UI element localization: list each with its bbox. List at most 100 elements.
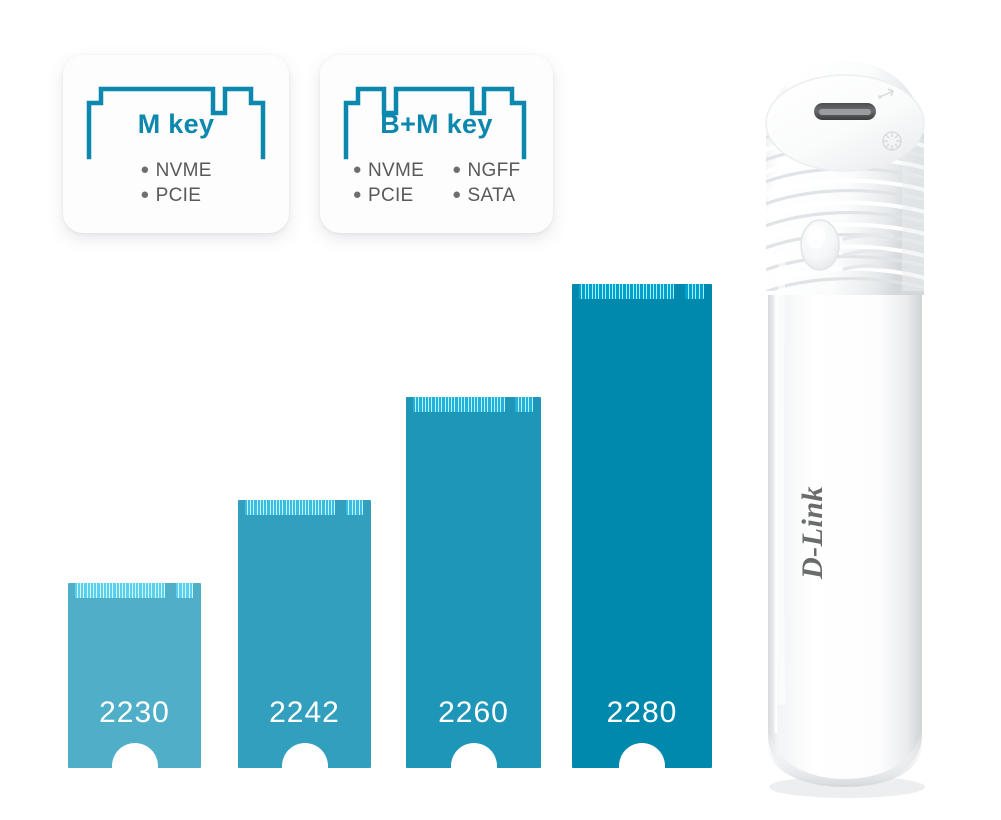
ssd-bar-2242[interactable]: 2242 [238,487,371,769]
ssd-pin [349,500,353,515]
ssd-pin [485,397,489,412]
spec-label: PCIE [155,185,202,206]
ssd-pin [442,397,446,412]
ssd-pin [455,397,459,412]
ssd-pin [432,397,436,412]
ssd-pin [88,583,91,598]
ssd-pin [146,583,150,598]
ssd-pin [149,583,153,598]
ssd-pin [651,284,654,299]
ssd-pins-narrow [345,500,364,515]
ssd-pin [110,583,114,598]
ssd-bar-2280[interactable]: 2280 [572,271,712,769]
spec-column: ● NVME ● PCIE [140,160,211,207]
ssd-pin [426,397,430,412]
ssd-pin [589,284,593,299]
ssd-pin [319,500,323,515]
ssd-pin [478,397,482,412]
ssd-pin [159,583,162,598]
ssd-pin [419,397,423,412]
ssd-pin [283,500,287,515]
ssd-pin [696,284,700,299]
ssd-pcb: 2260 [406,397,541,769]
ssd-pin [519,397,523,412]
ssd-pin [277,500,281,515]
spec-label: NGFF [467,160,521,181]
ssd-pin [316,500,320,515]
ssd-mount-notch [111,743,158,769]
ssd-pin [84,583,88,598]
ssd-pin [123,583,127,598]
ssd-pin [620,284,624,299]
ssd-bar-2260[interactable]: 2260 [406,384,541,769]
enclosure-illustration [765,61,925,798]
spec-label: SATA [467,185,516,206]
ssd-pin [179,583,183,598]
ssd-pin [623,284,627,299]
spec-label: NVME [367,160,425,181]
ssd-pin [97,583,101,598]
ssd-pin [329,500,332,515]
ssd-pins-wide [244,500,336,515]
bullet-icon: ● [452,161,462,178]
ssd-pin [596,284,600,299]
ssd-pin [416,397,420,412]
ssd-pin [130,583,133,598]
spec-label: NVME [155,160,212,181]
ssd-pin [290,500,294,515]
ssd-pin [613,284,617,299]
ssd-pin [637,284,641,299]
ssd-pin [599,284,603,299]
ssd-pin [104,583,107,598]
ssd-pin [251,500,255,515]
ssd-pin [254,500,258,515]
ssd-pin [475,397,479,412]
ssd-pin [526,397,530,412]
ssd-pin [664,284,668,299]
ssd-bar-2230[interactable]: 2230 [68,570,201,769]
key-card-title: M key [137,109,215,139]
enclosure-body [768,235,922,785]
ssd-pcb: 2280 [572,284,712,769]
ssd-enclosure-product[interactable]: D-Link [752,45,937,800]
ssd-pin [113,583,117,598]
ssd-pins-wide [74,583,166,598]
ssd-pin [75,583,78,598]
spec-item: ● NVME [140,160,211,182]
ssd-pin [133,583,137,598]
key-card-b-plus-m-key[interactable]: B+M key ● NVME ● PCIE ● NGFF ● SATA [320,55,553,233]
ssd-pin [152,583,156,598]
led-indicator [800,219,840,271]
ssd-pin [78,583,82,598]
ssd-pin [101,583,104,598]
key-card-spec-list: ● NVME ● PCIE [63,160,289,207]
ssd-pin [647,284,651,299]
ssd-pin [603,284,607,299]
ssd-pin [248,500,252,515]
ssd-pcb: 2242 [238,500,371,769]
ssd-pin [671,284,675,299]
spec-column: ● NGFF ● SATA [452,160,520,207]
bullet-icon: ● [352,161,362,178]
ssd-pin [579,284,583,299]
ssd-pin [261,500,265,515]
ssd-pin [117,583,120,598]
ssd-pin [593,284,597,299]
ssd-pin [582,284,586,299]
usb-c-port[interactable] [814,103,876,120]
ssd-pin [309,500,313,515]
ssd-pin [492,397,495,412]
bullet-icon: ● [352,186,362,203]
key-card-title: B+M key [380,109,493,139]
spec-column: ● NVME ● PCIE [353,160,424,207]
ssd-pin [293,500,297,515]
ssd-pin [91,583,95,598]
ssd-pins-narrow [685,284,704,299]
key-card-m-key[interactable]: M key ● NVME ● PCIE [63,55,289,233]
ssd-pins-narrow [515,397,533,412]
spec-item: ● PCIE [353,185,424,207]
ssd-size-label: 2242 [269,696,340,729]
ssd-pin [439,397,443,412]
spec-item: ● PCIE [140,185,211,207]
